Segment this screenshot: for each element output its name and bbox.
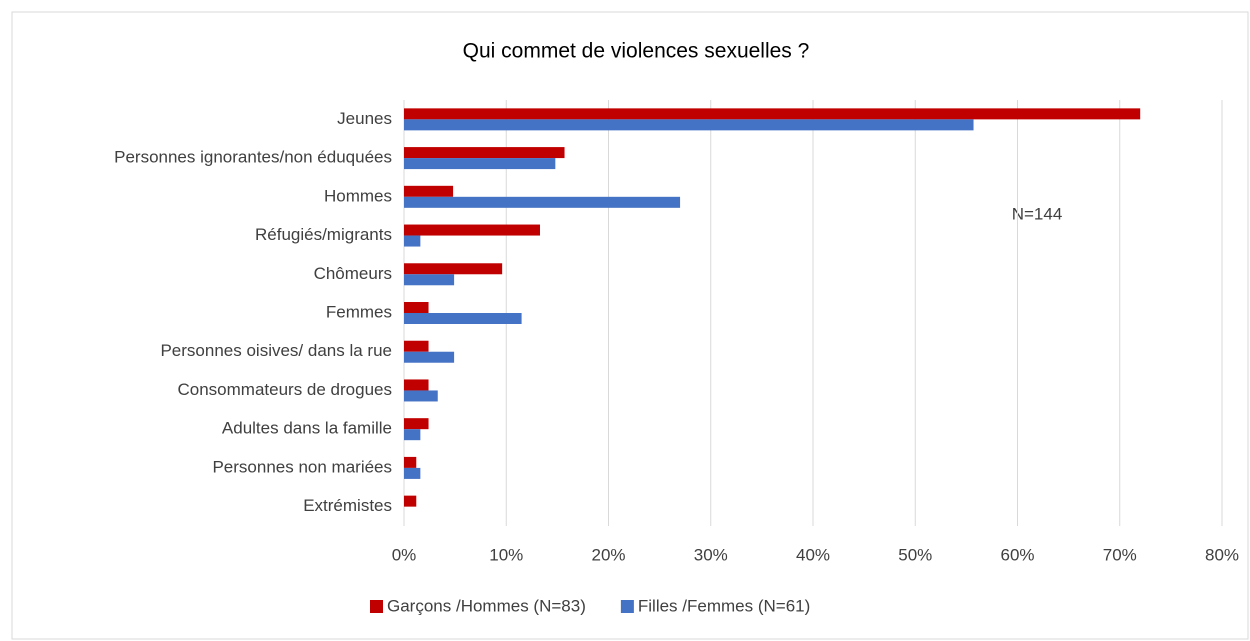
x-tick-label: 30% [694,545,728,564]
y-tick-label: Personnes non mariées [212,457,392,476]
legend-swatch [370,600,383,613]
x-tick-label: 20% [591,545,625,564]
chart-border [11,11,1249,640]
bar [404,235,421,247]
x-tick-label: 10% [489,545,523,564]
x-tick-label: 60% [1000,545,1034,564]
x-tick-label: 50% [898,545,932,564]
bar [404,196,681,208]
bar [404,274,455,286]
bar [404,158,556,170]
bar [404,495,417,507]
y-tick-label: Adultes dans la famille [222,419,392,438]
annotation: N=144 [1012,204,1063,223]
chart-title: Qui commet de violences sexuelles ? [463,40,810,63]
bar [404,456,417,468]
bar [404,302,429,313]
bar [404,429,421,441]
bar [404,340,429,352]
legend-label: Filles /Femmes (N=61) [638,596,810,615]
x-tick-label: 70% [1103,545,1137,564]
bar [404,418,429,430]
bar [404,379,429,391]
bar [404,467,421,479]
x-tick-label: 40% [796,545,830,564]
y-tick-label: Jeunes [337,109,392,128]
bar [404,390,438,402]
legend-label: Garçons /Hommes (N=83) [387,596,586,615]
y-tick-label: Personnes ignorantes/non éduquées [114,148,392,167]
x-tick-label: 0% [392,545,417,564]
y-tick-label: Personnes oisives/ dans la rue [160,341,392,360]
bar [404,185,454,197]
y-tick-label: Extrémistes [303,496,392,515]
legend-swatch [620,600,634,613]
bar [404,351,455,363]
bar [404,224,540,236]
bar [404,119,974,131]
y-tick-label: Femmes [326,302,392,321]
y-tick-label: Chômeurs [314,264,392,283]
y-tick-label: Consommateurs de drogues [177,380,392,399]
y-tick-label: Hommes [324,186,392,205]
bar [404,313,522,324]
bar [404,108,1141,120]
bar [404,147,565,159]
bar [404,263,503,275]
y-tick-label: Réfugiés/migrants [255,225,392,244]
x-tick-label: 80% [1205,545,1239,564]
